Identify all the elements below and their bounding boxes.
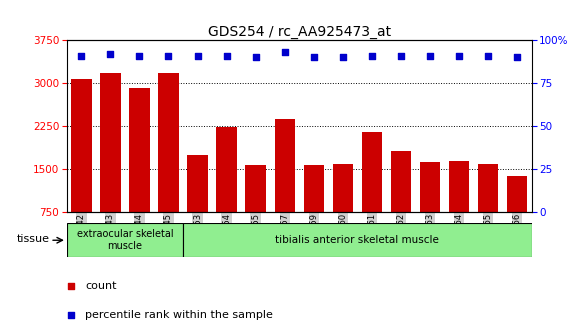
- Bar: [390, 151, 411, 212]
- Bar: [507, 176, 528, 212]
- Bar: [67, 223, 183, 257]
- Bar: [333, 164, 353, 212]
- Point: [193, 53, 202, 58]
- Text: percentile rank within the sample: percentile rank within the sample: [85, 310, 273, 320]
- Bar: [361, 132, 382, 212]
- Point: [483, 53, 493, 58]
- Bar: [130, 88, 150, 212]
- Bar: [100, 73, 121, 212]
- Point: [512, 55, 522, 60]
- Bar: [187, 155, 208, 212]
- Point: [222, 53, 231, 58]
- Bar: [275, 119, 295, 212]
- Bar: [183, 223, 532, 257]
- Point: [77, 53, 86, 58]
- Bar: [217, 127, 237, 212]
- Point: [454, 53, 464, 58]
- Text: count: count: [85, 282, 117, 291]
- Point: [135, 53, 144, 58]
- Bar: [303, 165, 324, 212]
- Text: extraocular skeletal
muscle: extraocular skeletal muscle: [77, 229, 173, 251]
- Point: [309, 55, 318, 60]
- Bar: [478, 164, 498, 212]
- Point: [396, 53, 406, 58]
- Bar: [420, 162, 440, 212]
- Point: [280, 50, 289, 55]
- Point: [251, 55, 260, 60]
- Point: [367, 53, 376, 58]
- Bar: [246, 165, 266, 212]
- Bar: [449, 161, 469, 212]
- Point: [425, 53, 435, 58]
- Point: [106, 51, 115, 57]
- Bar: [71, 79, 92, 212]
- Text: tibialis anterior skeletal muscle: tibialis anterior skeletal muscle: [275, 235, 439, 245]
- Title: GDS254 / rc_AA925473_at: GDS254 / rc_AA925473_at: [207, 25, 391, 39]
- Point: [338, 55, 347, 60]
- Bar: [158, 74, 178, 212]
- Text: tissue: tissue: [17, 234, 50, 244]
- Point: [337, 168, 346, 174]
- Point: [164, 53, 173, 58]
